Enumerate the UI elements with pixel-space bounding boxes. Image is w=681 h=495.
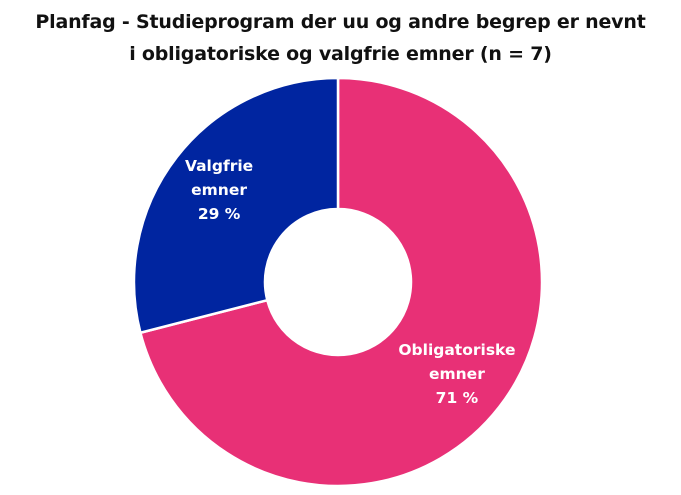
chart-title-line-2: i obligatoriske og valgfrie emner (n = 7…: [129, 43, 552, 65]
slice-name-label: emner: [191, 181, 247, 199]
slice-name-label: emner: [429, 365, 485, 383]
slice-value-label: 71 %: [436, 389, 479, 407]
chart-title: Planfag - Studieprogram der uu og andre …: [0, 6, 681, 70]
chart-title-line-1: Planfag - Studieprogram der uu og andre …: [35, 11, 646, 33]
slice-label-obligatoriske-emner: Obligatoriske emner 71 %: [398, 341, 515, 407]
slice-value-label: 29 %: [198, 205, 241, 223]
slice-name-label: Obligatoriske: [398, 341, 515, 359]
donut-slices: [132, 76, 544, 488]
slice-obligatoriske-emner: [139, 76, 544, 488]
slice-labels: Obligatoriske emner 71 % Valgfrie emner 29 %: [185, 157, 516, 407]
slice-valgfrie-emner: [132, 76, 340, 334]
slice-label-valgfrie-emner: Valgfrie emner 29 %: [185, 157, 253, 223]
slice-name-label: Valgfrie: [185, 157, 253, 175]
